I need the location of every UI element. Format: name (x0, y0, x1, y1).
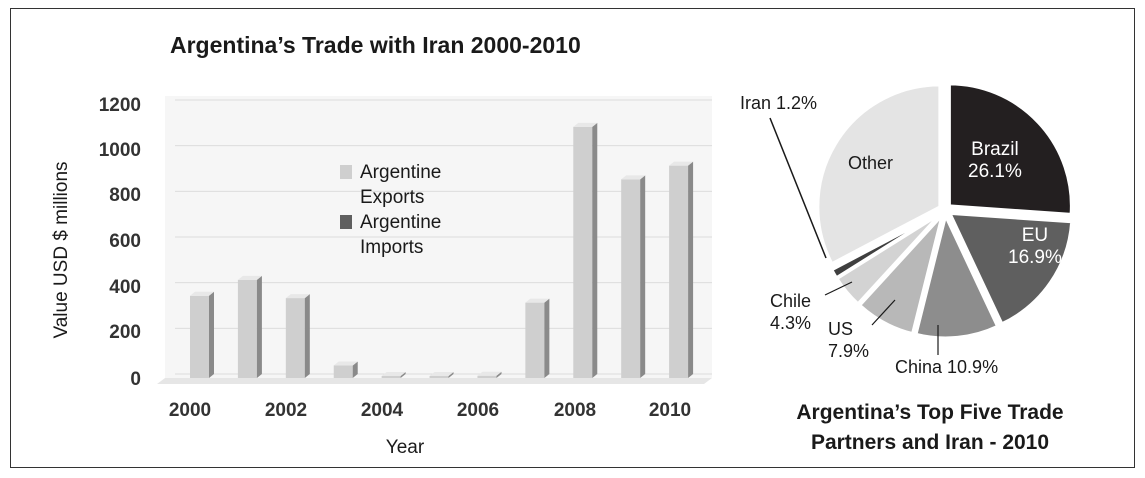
y-tick-label: 1200 (98, 95, 141, 116)
bar-exports (669, 161, 694, 378)
bar-exports (285, 294, 310, 378)
bar-exports (621, 175, 646, 378)
bar-side (688, 161, 694, 378)
bar-top (573, 122, 598, 127)
plot-floor (157, 378, 712, 384)
bar-side (496, 371, 502, 378)
y-tick-label: 400 (109, 277, 141, 298)
x-tick-label: 2002 (264, 400, 308, 421)
leader-line-chile (824, 281, 853, 296)
bar-side (592, 122, 598, 378)
x-tick-label: 2010 (648, 400, 692, 421)
legend-label-imports: Argentine Imports (360, 212, 442, 258)
bar-side (256, 275, 262, 378)
leader-line-iran (769, 117, 827, 259)
bar-front (573, 126, 593, 378)
bar-exports (477, 371, 502, 378)
y-tick-label: 800 (109, 185, 141, 206)
bar-exports (525, 298, 550, 378)
bar-exports (190, 291, 214, 378)
bar-chart-title: Argentina’s Trade with Iran 2000-2010 (170, 32, 581, 58)
y-tick-label: 200 (109, 322, 141, 343)
pie-slice-china (914, 211, 1000, 340)
bar-front (237, 279, 257, 378)
legend-item-exports: Argentine Exports (340, 160, 470, 210)
bar-exports (381, 372, 406, 378)
pie-label-us: US 7.9% (828, 319, 870, 361)
bar-exports (333, 361, 358, 378)
bar-top (381, 372, 406, 376)
bar-front (621, 179, 641, 378)
figure-frame (10, 8, 1135, 468)
bar-front (477, 375, 497, 378)
bar-side (544, 298, 550, 378)
bar-legend: Argentine Exports Argentine Imports (340, 160, 470, 260)
pie-slice-other (816, 83, 942, 266)
bar-front (525, 302, 545, 378)
x-tick-label: 2000 (168, 400, 212, 421)
bar-top (621, 175, 646, 180)
bar-top (477, 371, 502, 376)
pie-slice-brazil (947, 82, 1073, 216)
y-tick-label: 1000 (98, 140, 141, 161)
bar-front (669, 165, 689, 378)
bar-side (304, 294, 310, 378)
x-tick-label: 2008 (553, 400, 597, 421)
bar-top (669, 161, 694, 166)
bar-top (429, 372, 454, 376)
x-tick-label: 2006 (456, 400, 500, 421)
bar-top (190, 291, 214, 296)
legend-item-imports: Argentine Imports (340, 210, 470, 260)
bar-side (640, 175, 646, 378)
bar-front (285, 298, 305, 378)
bar-top (285, 294, 310, 299)
bar-top (333, 361, 358, 366)
bar-front (429, 376, 449, 378)
y-tick-label: 0 (130, 369, 141, 390)
leader-line-us (871, 299, 896, 326)
pie-label-other: Other (848, 153, 894, 173)
pie-label-eu: EU 16.9% (1008, 225, 1062, 268)
bar-side (400, 372, 406, 378)
legend-swatch-exports (340, 165, 352, 179)
bar-side (448, 372, 454, 378)
legend-swatch-imports (340, 215, 352, 229)
pie-label-chile: Chile 4.3% (770, 291, 812, 333)
bar-front (333, 365, 353, 378)
pie-label-brazil: Brazil 26.1% (968, 139, 1022, 182)
bar-front (381, 376, 401, 378)
bar-top (237, 275, 262, 280)
bar-exports (429, 372, 454, 378)
bar-side (352, 361, 358, 378)
pie-label-china: China 10.9% (895, 357, 999, 377)
bar-side (209, 291, 214, 378)
bar-top (525, 298, 550, 303)
x-axis-label: Year (385, 437, 425, 458)
legend-label-exports: Argentine Exports (360, 162, 442, 208)
pie-chart-title: Argentina’s Top Five Trade Partners and … (796, 401, 1064, 454)
bar-exports (573, 122, 598, 378)
pie-slice-eu (947, 211, 1074, 326)
pie-slice-iran (829, 211, 941, 280)
pie-label-iran: Iran 1.2% (740, 93, 818, 113)
x-tick-label: 2004 (360, 400, 404, 421)
bar-exports (237, 275, 262, 378)
pie-slice-us (857, 214, 944, 336)
y-tick-label: 600 (109, 231, 141, 252)
bar-front (190, 295, 209, 378)
